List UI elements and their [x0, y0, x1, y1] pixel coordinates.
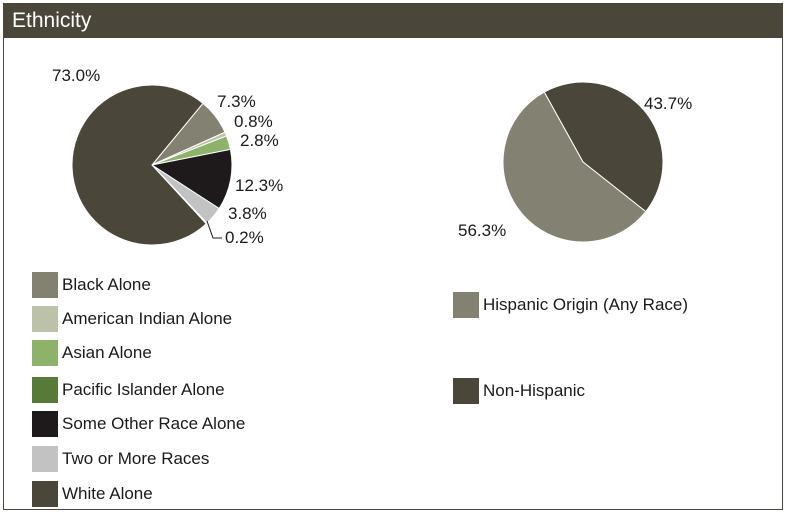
- legend-item-hispanic-origin: Hispanic Origin (Any Race): [453, 292, 688, 318]
- legend-item-two-or-more-races: Two or More Races: [32, 446, 209, 472]
- pie-slice-hispanic-origin-any-race: [502, 91, 647, 243]
- legend-swatch: [32, 272, 58, 298]
- legend-label: Asian Alone: [62, 343, 152, 362]
- legend-item-black-alone: Black Alone: [32, 272, 151, 298]
- data-label-american-indian-alone: 0.8%: [234, 112, 273, 131]
- legend-swatch: [32, 377, 58, 403]
- pie-slice-white-alone: [71, 84, 207, 246]
- data-label-two-or-more-races-sliver: 0.2%: [225, 228, 264, 247]
- legend-swatch: [453, 292, 479, 318]
- legend-label: Two or More Races: [62, 449, 210, 468]
- data-label-asian-alone: 2.8%: [240, 131, 279, 150]
- legend-swatch: [32, 481, 58, 507]
- legend-item-some-other-race-alone: Some Other Race Alone: [32, 411, 245, 437]
- leader-line-0-2: [206, 220, 222, 239]
- data-label-some-other-race-alone: 12.3%: [235, 176, 283, 195]
- legend-item-white-alone: White Alone: [32, 481, 153, 507]
- data-label-white-alone: 73.0%: [52, 66, 100, 85]
- legend-label: White Alone: [62, 484, 153, 503]
- legend-swatch: [453, 378, 479, 404]
- legend-item-pacific-islander-alone: Pacific Islander Alone: [32, 377, 225, 403]
- legend-swatch: [32, 340, 58, 366]
- legend-item-non-hispanic: Non-Hispanic: [453, 378, 585, 404]
- data-label-black-alone: 7.3%: [217, 92, 256, 111]
- legend-swatch: [32, 446, 58, 472]
- legend-label: Black Alone: [62, 275, 151, 294]
- data-label-two-or-more-races: 3.8%: [228, 204, 267, 223]
- legend-swatch: [32, 411, 58, 437]
- pie-slice-non-hispanic: [543, 81, 664, 213]
- legend-label: Hispanic Origin (Any Race): [483, 295, 689, 314]
- data-label-non-hispanic: 43.7%: [644, 94, 692, 113]
- panel-title: Ethnicity: [12, 9, 92, 32]
- legend-label: Non-Hispanic: [483, 381, 586, 400]
- pie-slice-some-other-race-alone: [150, 148, 233, 210]
- legend-label: Pacific Islander Alone: [62, 380, 225, 399]
- data-label-hispanic-origin-any-race: 56.3%: [458, 221, 506, 240]
- legend-swatch: [32, 306, 58, 332]
- legend-label: Some Other Race Alone: [62, 414, 246, 433]
- legend-item-asian-alone: Asian Alone: [32, 340, 152, 366]
- legend-label: American Indian Alone: [62, 309, 233, 328]
- panel-header: Ethnicity: [3, 3, 783, 38]
- legend-item-american-indian-alone: American Indian Alone: [32, 306, 232, 332]
